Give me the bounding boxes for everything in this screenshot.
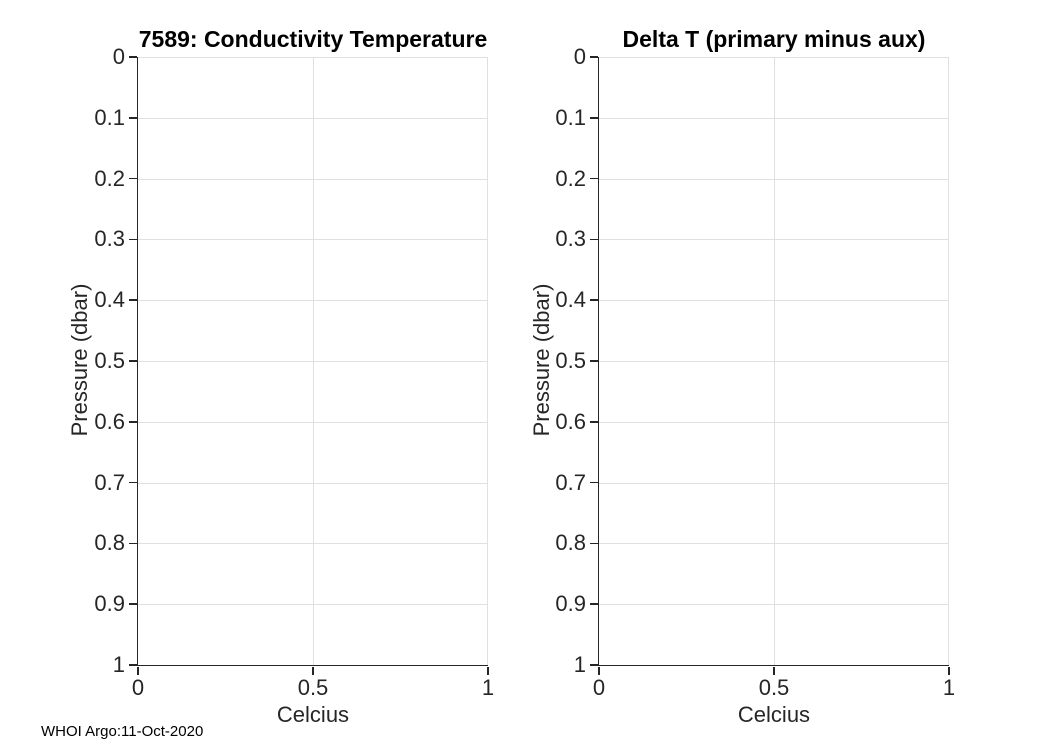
y-tick <box>589 360 598 362</box>
y-tick <box>128 56 137 58</box>
x-tick <box>137 666 139 675</box>
y-tick <box>128 664 137 666</box>
v-gridline <box>774 57 775 665</box>
y-tick <box>589 117 598 119</box>
y-tick <box>128 603 137 605</box>
y-tick-label: 0.8 <box>555 530 586 556</box>
y-tick-label: 0.6 <box>555 408 586 434</box>
v-gridline <box>948 57 949 665</box>
y-tick-label: 0 <box>573 44 586 69</box>
y-tick <box>589 664 598 666</box>
y-tick-label: 0.5 <box>555 348 586 373</box>
x-tick <box>487 666 489 675</box>
y-tick <box>128 299 137 301</box>
left-y-axis-label: Pressure (dbar) <box>67 283 92 437</box>
x-tick-label: 1 <box>942 675 956 700</box>
right-plot-title: Delta T (primary minus aux) <box>622 26 926 52</box>
y-tick-label: 1 <box>112 652 125 677</box>
figure-footer: WHOI Argo:11-Oct-2020 <box>41 723 204 740</box>
y-tick-label: 0 <box>112 44 125 69</box>
right-x-axis-label: Celcius <box>737 702 811 727</box>
x-tick <box>773 666 775 675</box>
y-tick <box>589 542 598 545</box>
y-tick-label: 0.7 <box>94 469 125 495</box>
y-tick <box>128 421 137 423</box>
y-tick <box>589 238 598 241</box>
y-tick-label: 0.9 <box>555 591 586 617</box>
y-tick <box>128 117 137 119</box>
y-tick <box>128 542 137 545</box>
y-tick-label: 0.1 <box>555 104 586 130</box>
x-tick-label: 0 <box>592 675 606 700</box>
left-x-axis-label: Celcius <box>276 702 350 727</box>
y-tick-label: 0.5 <box>94 348 125 373</box>
x-tick-label: 0.5 <box>297 675 329 700</box>
y-tick-label: 0.9 <box>94 591 125 617</box>
y-tick-label: 0.4 <box>94 287 125 313</box>
x-tick-label: 0 <box>131 675 145 700</box>
y-tick-label: 0.1 <box>94 104 125 130</box>
left-plot-area: 0 0.1 0.2 0.3 0.4 0.5 0.6 0.7 0.8 0.9 1 0 0.5 1 <box>94 44 494 700</box>
x-tick <box>598 666 600 675</box>
right-plot-area: 0 0.1 0.2 0.3 0.4 0.5 0.6 0.7 0.8 0.9 1 0 0.5 1 <box>555 44 955 700</box>
v-gridline <box>487 57 488 665</box>
y-tick <box>128 481 137 484</box>
y-tick <box>589 603 598 605</box>
y-tick-label: 0.6 <box>94 408 125 434</box>
y-tick-label: 0.3 <box>555 226 586 252</box>
y-tick-label: 1 <box>573 652 586 677</box>
y-tick <box>128 177 137 180</box>
x-tick-label: 1 <box>481 675 495 700</box>
left-plot-title: 7589: Conductivity Temperature <box>138 26 488 52</box>
y-tick-label: 0.2 <box>94 165 125 191</box>
y-tick-label: 0.8 <box>94 530 125 556</box>
y-tick <box>589 299 598 301</box>
y-tick-label: 0.4 <box>555 287 586 313</box>
v-gridline <box>313 57 314 665</box>
y-tick-label: 0.7 <box>555 469 586 495</box>
y-tick <box>128 238 137 241</box>
y-tick <box>589 56 598 58</box>
y-tick <box>589 177 598 180</box>
x-tick <box>948 666 950 675</box>
y-tick <box>589 421 598 423</box>
y-tick <box>128 360 137 362</box>
x-tick <box>312 666 314 675</box>
y-tick-label: 0.3 <box>94 226 125 252</box>
y-tick-label: 0.2 <box>555 165 586 191</box>
x-tick-label: 0.5 <box>758 675 790 700</box>
right-y-axis-label: Pressure (dbar) <box>529 283 554 437</box>
y-tick <box>589 481 598 484</box>
